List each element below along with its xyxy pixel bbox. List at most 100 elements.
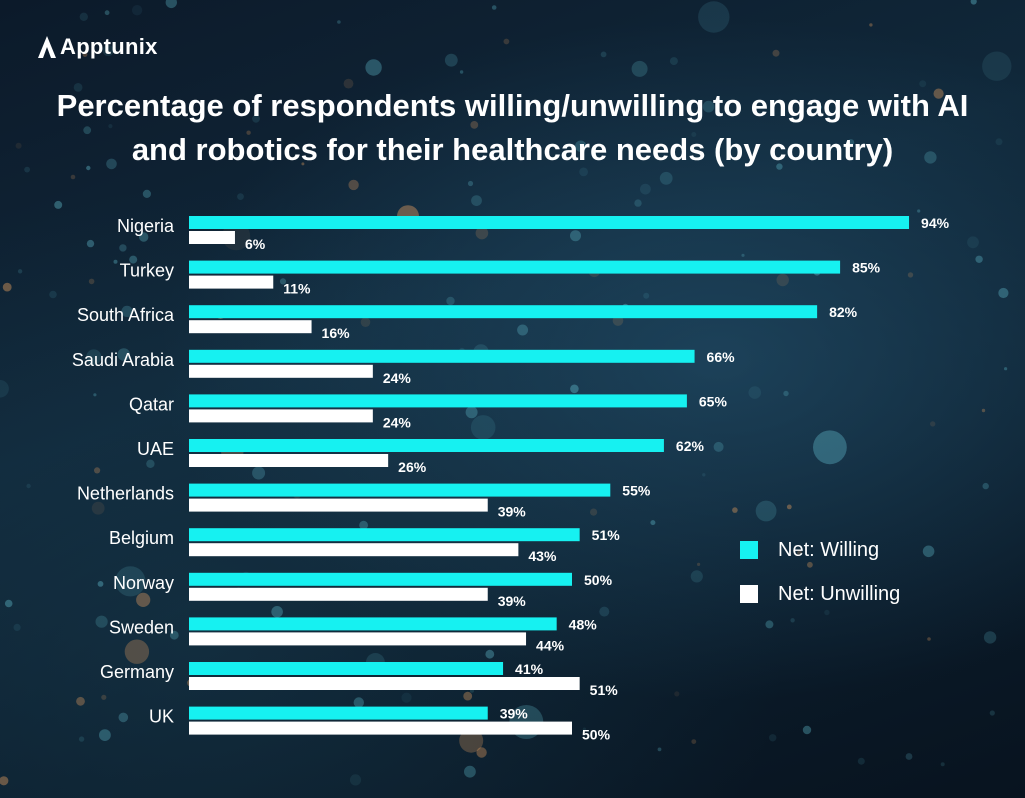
category-label: Qatar bbox=[129, 394, 174, 414]
bokeh-dot bbox=[967, 236, 979, 249]
logo-icon bbox=[38, 36, 56, 58]
bokeh-dot bbox=[271, 606, 283, 618]
bokeh-dot bbox=[983, 631, 997, 644]
bokeh-dot bbox=[365, 59, 382, 76]
bokeh-dot bbox=[337, 20, 341, 24]
bokeh-dot bbox=[600, 51, 607, 58]
bar-unwilling bbox=[189, 409, 373, 423]
bokeh-dot bbox=[95, 615, 108, 628]
bokeh-dot bbox=[401, 692, 412, 703]
bokeh-dot bbox=[94, 467, 101, 474]
chart-legend: Net: Willing Net: Unwilling bbox=[740, 528, 900, 616]
bokeh-dot bbox=[360, 317, 371, 328]
data-label-unwilling: 16% bbox=[322, 325, 351, 341]
bokeh-dot bbox=[807, 561, 813, 568]
bokeh-dot bbox=[669, 57, 678, 66]
bokeh-dot bbox=[869, 23, 873, 27]
bokeh-dot bbox=[139, 232, 149, 242]
brand-logo: Apptunix bbox=[38, 34, 158, 60]
bokeh-dot bbox=[930, 421, 936, 427]
bar-unwilling bbox=[189, 677, 580, 690]
bokeh-dot bbox=[982, 482, 989, 490]
legend-swatch-willing bbox=[740, 541, 758, 559]
bokeh-dot bbox=[465, 406, 478, 419]
bokeh-dot bbox=[702, 100, 715, 113]
bokeh-dot bbox=[817, 105, 823, 110]
bokeh-dot bbox=[732, 507, 738, 513]
legend-label-unwilling: Net: Unwilling bbox=[778, 582, 901, 605]
bar-willing bbox=[189, 216, 910, 229]
bokeh-dot bbox=[640, 183, 651, 195]
bokeh-dot bbox=[748, 386, 762, 399]
bokeh-dot bbox=[49, 290, 57, 299]
bar-unwilling bbox=[189, 275, 274, 289]
bokeh-dot bbox=[4, 599, 13, 608]
bokeh-dot bbox=[464, 765, 476, 778]
bokeh-dot bbox=[2, 282, 12, 292]
bokeh-dot bbox=[713, 441, 724, 452]
bokeh-dot bbox=[91, 501, 105, 515]
bokeh-dot bbox=[76, 696, 85, 706]
bokeh-dot bbox=[359, 520, 368, 530]
bokeh-dot bbox=[102, 44, 114, 57]
bar-willing bbox=[189, 394, 687, 408]
data-label-willing: 48% bbox=[569, 616, 598, 632]
bokeh-dot bbox=[101, 694, 107, 700]
bokeh-dot bbox=[0, 380, 9, 398]
bokeh-dot bbox=[772, 49, 780, 57]
bokeh-dot bbox=[118, 712, 129, 723]
bokeh-dot bbox=[86, 239, 95, 248]
bokeh-dot bbox=[847, 139, 855, 146]
bokeh-dot bbox=[349, 774, 362, 786]
data-label-unwilling: 24% bbox=[383, 414, 412, 430]
bar-unwilling bbox=[189, 632, 527, 646]
bar-unwilling bbox=[189, 587, 488, 601]
bokeh-dot bbox=[998, 287, 1009, 299]
bokeh-dot bbox=[924, 151, 937, 164]
data-label-unwilling: 50% bbox=[582, 727, 611, 743]
bokeh-dot bbox=[702, 473, 706, 477]
bokeh-dot bbox=[989, 710, 995, 716]
bokeh-dot bbox=[982, 51, 1012, 81]
bar-willing bbox=[189, 662, 504, 675]
bokeh-dot bbox=[15, 142, 22, 149]
bokeh-dot bbox=[0, 776, 9, 786]
bokeh-dot bbox=[697, 562, 701, 567]
bokeh-dot bbox=[1004, 367, 1008, 371]
data-label-unwilling: 11% bbox=[283, 281, 311, 297]
bokeh-dot bbox=[169, 630, 179, 640]
bokeh-dot bbox=[476, 747, 487, 758]
bokeh-dot bbox=[237, 193, 244, 201]
bar-willing bbox=[189, 706, 488, 720]
bokeh-dot bbox=[776, 163, 783, 170]
data-label-willing: 50% bbox=[584, 572, 613, 588]
bokeh-dot bbox=[917, 209, 921, 213]
bokeh-dot bbox=[857, 757, 865, 765]
bokeh-dot bbox=[475, 226, 489, 240]
bokeh-dot bbox=[252, 466, 266, 480]
bar-unwilling bbox=[189, 320, 312, 334]
data-label-willing: 41% bbox=[515, 661, 544, 677]
bokeh-dot bbox=[459, 728, 484, 753]
bar-unwilling bbox=[189, 543, 519, 557]
data-label-willing: 39% bbox=[500, 706, 529, 722]
data-label-unwilling: 24% bbox=[383, 370, 412, 386]
data-label-willing: 65% bbox=[699, 393, 728, 409]
category-label: Nigeria bbox=[117, 216, 175, 236]
bokeh-dot bbox=[88, 278, 95, 285]
bokeh-dot bbox=[786, 504, 792, 510]
bokeh-dot bbox=[491, 5, 497, 10]
bokeh-dot bbox=[797, 550, 803, 556]
bokeh-dot bbox=[485, 649, 495, 659]
bokeh-dot bbox=[353, 697, 364, 708]
data-label-willing: 85% bbox=[852, 260, 881, 276]
bokeh-dot bbox=[459, 70, 464, 74]
bokeh-dot bbox=[981, 408, 986, 413]
bokeh-dot bbox=[599, 606, 610, 617]
bokeh-dot bbox=[17, 269, 23, 274]
category-label: Saudi Arabia bbox=[72, 350, 175, 370]
data-label-unwilling: 26% bbox=[398, 459, 427, 475]
bokeh-dot bbox=[657, 747, 662, 752]
